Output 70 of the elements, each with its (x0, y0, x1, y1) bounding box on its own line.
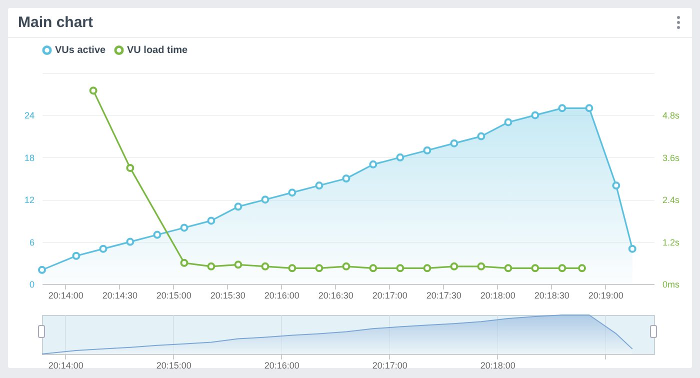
point (558, 264, 566, 272)
y-tick-label: 6 (29, 237, 34, 248)
y2-tick-label: 0ms (662, 280, 680, 290)
point (207, 216, 216, 225)
point (261, 262, 270, 270)
x-tick-label: 20:16:00 (264, 360, 300, 370)
x-tick-label: 20:17:30 (426, 290, 462, 300)
point (126, 238, 134, 246)
point (477, 262, 486, 270)
point (89, 86, 98, 95)
y2-tick-label: 4.8s (662, 110, 680, 121)
point (288, 188, 296, 197)
point (531, 111, 540, 120)
point (288, 264, 296, 272)
y2-tick-label: 2.4s (662, 195, 680, 206)
point (396, 153, 404, 162)
point (234, 202, 242, 211)
point (315, 182, 324, 190)
point (628, 244, 636, 253)
point (342, 174, 350, 182)
x-tick-label: 20:18:30 (534, 290, 570, 300)
point (450, 139, 458, 148)
point (180, 258, 188, 267)
x-tick-label: 20:14:00 (48, 360, 84, 370)
point (234, 260, 242, 269)
point (261, 196, 270, 204)
x-tick-label: 20:17:00 (372, 290, 408, 300)
point (423, 146, 432, 154)
legend-label: VUs active (55, 45, 106, 56)
chart-title: Main chart (18, 14, 94, 31)
point (504, 264, 512, 272)
point (504, 118, 512, 126)
x-tick-label: 20:15:30 (210, 290, 246, 300)
point (558, 104, 566, 112)
point (369, 160, 378, 168)
y-tick-label: 0 (29, 280, 34, 290)
point (38, 266, 46, 274)
x-tick-label: 20:18:00 (480, 290, 516, 300)
y2-tick-label: 1.2s (662, 237, 680, 248)
point (126, 164, 134, 172)
x-tick-label: 20:19:00 (588, 290, 624, 300)
y-tick-label: 24 (24, 110, 34, 121)
x-tick-label: 20:18:00 (480, 360, 516, 370)
x-tick-label: 20:14:30 (102, 290, 138, 300)
point (315, 264, 324, 272)
point (450, 262, 458, 270)
x-tick-label: 20:14:00 (48, 290, 84, 300)
point (72, 252, 80, 260)
point (612, 182, 620, 190)
point (99, 244, 108, 253)
point (369, 264, 378, 272)
legend-label: VU load time (127, 45, 188, 56)
point (423, 264, 432, 272)
point (342, 262, 350, 270)
x-tick-label: 20:15:00 (156, 360, 192, 370)
point (396, 264, 404, 272)
point (578, 264, 586, 272)
point (180, 224, 188, 232)
y-tick-label: 12 (24, 195, 34, 206)
x-tick-label: 20:16:00 (264, 290, 300, 300)
point (153, 230, 162, 239)
point (531, 264, 540, 272)
x-tick-label: 20:16:30 (318, 290, 354, 300)
point (585, 104, 594, 112)
y-tick-label: 18 (24, 152, 34, 163)
point (207, 262, 216, 270)
point (477, 132, 486, 140)
x-tick-label: 20:17:00 (372, 360, 408, 370)
y2-tick-label: 3.6s (662, 152, 680, 163)
x-tick-label: 20:15:00 (156, 290, 192, 300)
